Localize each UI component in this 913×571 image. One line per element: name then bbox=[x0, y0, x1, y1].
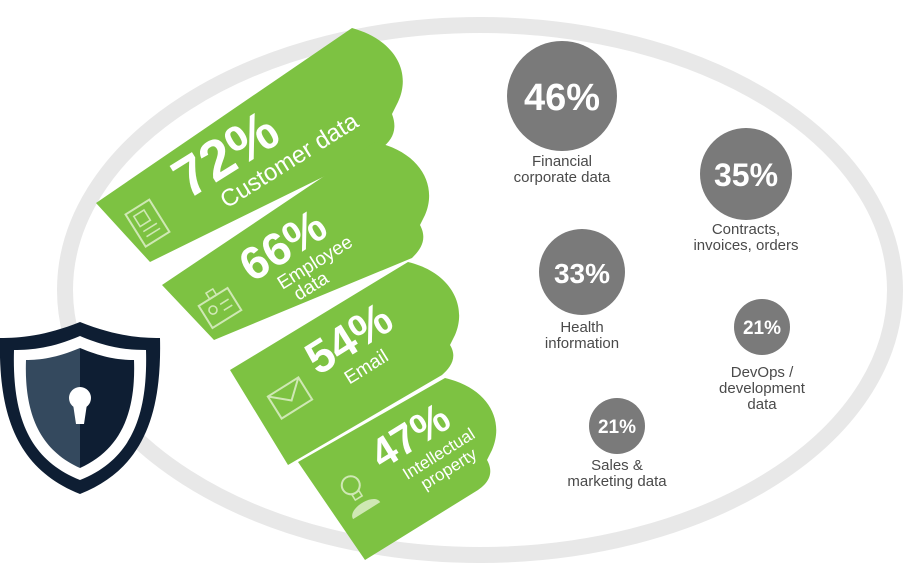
bubble-percent: 46% bbox=[524, 77, 600, 119]
bubble-percent: 21% bbox=[598, 417, 636, 438]
envelope-icon bbox=[266, 376, 314, 420]
id-badge-icon bbox=[197, 286, 243, 330]
bubble-label-contracts: Contracts, invoices, orders bbox=[693, 221, 799, 254]
bubble-devops: 21% bbox=[734, 299, 790, 355]
bubble-percent: 33% bbox=[554, 258, 610, 289]
bubble-percent: 21% bbox=[743, 318, 781, 339]
background-ellipse bbox=[57, 17, 903, 563]
bubble-label-financial: Financial corporate data bbox=[513, 153, 611, 186]
bubble-sales: 21% bbox=[589, 398, 645, 454]
keyhole-shield-icon bbox=[0, 322, 161, 494]
bubble-contracts: 35% bbox=[700, 128, 792, 220]
lightbulb-head-icon bbox=[340, 475, 381, 520]
bubble-label-devops: DevOps / development data bbox=[719, 364, 805, 413]
bubble-percent: 35% bbox=[714, 157, 778, 193]
bubble-financial: 46% bbox=[507, 41, 617, 151]
bubble-health: 33% bbox=[539, 229, 625, 315]
document-id-icon bbox=[124, 198, 171, 249]
bubble-label-health: Health information bbox=[544, 319, 620, 352]
bubble-label-sales: Sales & marketing data bbox=[567, 457, 667, 490]
ribbon-intellectual-property: 47% Intellectual property bbox=[298, 378, 497, 560]
